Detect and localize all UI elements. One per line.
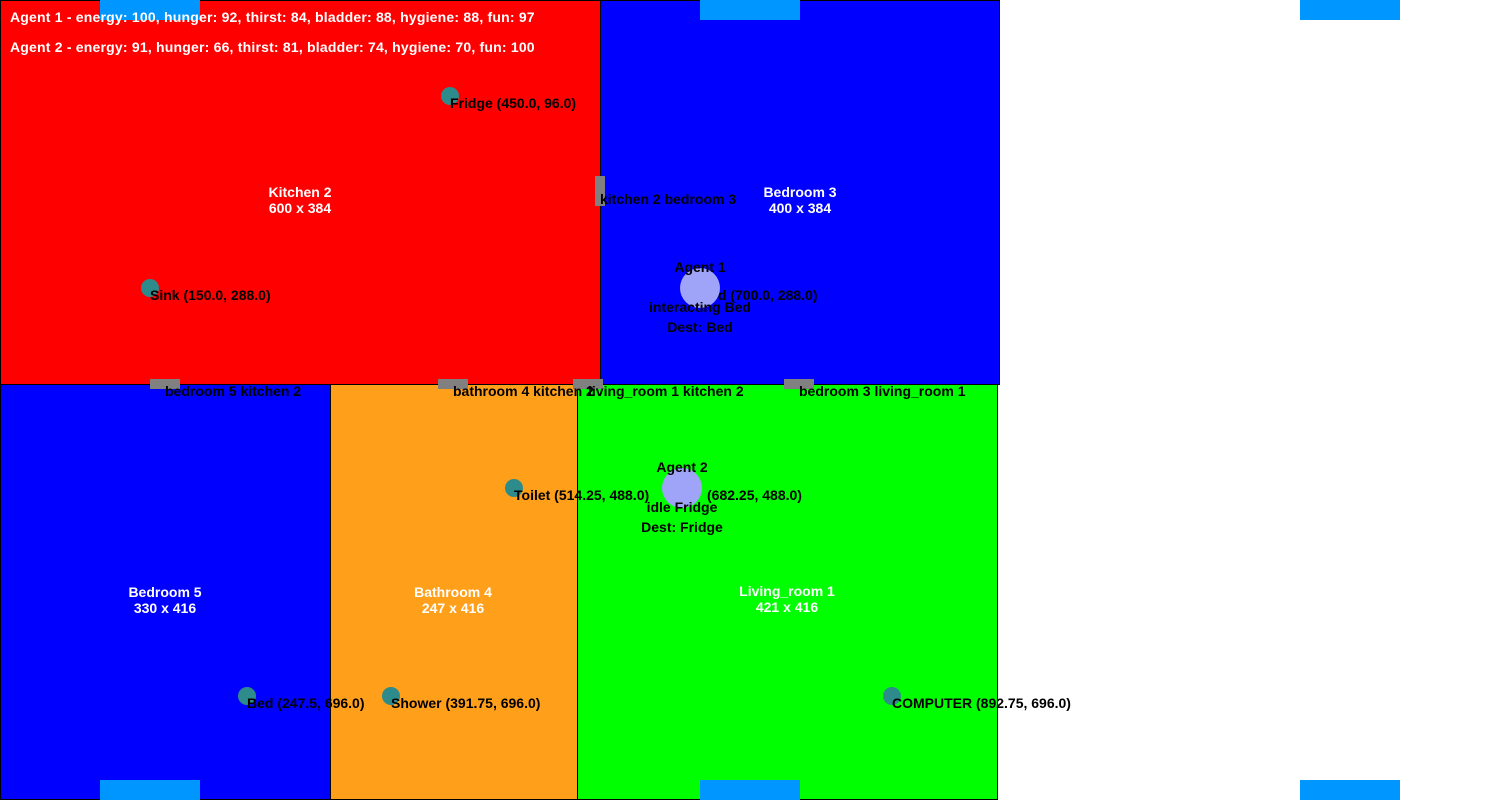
room-label-bathroom-4: Bathroom 4 247 x 416: [414, 584, 492, 616]
room-size: 330 x 416: [128, 600, 201, 616]
fridge-label: Fridge (450.0, 96.0): [450, 95, 576, 111]
room-name: Bedroom 3: [763, 184, 836, 200]
door-label-bedroom-3-living-room-1: bedroom 3 living_room 1: [799, 383, 965, 399]
marker-bottom-bedroom: [100, 780, 200, 800]
room-name: Bedroom 5: [128, 584, 201, 600]
door-label-bedroom-5-kitchen-2: bedroom 5 kitchen 2: [165, 383, 301, 399]
agent-1-name: Agent 1: [674, 259, 725, 275]
marker-bottom-right: [1300, 780, 1400, 800]
shower-label: Shower (391.75, 696.0): [391, 695, 540, 711]
marker-top-right: [1300, 0, 1400, 20]
door-label-living-room-1-kitchen-2: living_room 1 kitchen 2: [588, 383, 744, 399]
room-size: 421 x 416: [739, 599, 835, 615]
room-label-living-room-1: Living_room 1 421 x 416: [739, 583, 835, 615]
room-label-bedroom-5: Bedroom 5 330 x 416: [128, 584, 201, 616]
room-label-kitchen-2: Kitchen 2 600 x 384: [268, 184, 331, 216]
room-label-bedroom-3: Bedroom 3 400 x 384: [763, 184, 836, 216]
living-room-object-label: (682.25, 488.0): [707, 487, 802, 503]
agent-2-name: Agent 2: [656, 459, 707, 475]
agent-2-state: idle Fridge: [647, 499, 718, 515]
room-size: 600 x 384: [268, 200, 331, 216]
agent-1-status: Agent 1 - energy: 100, hunger: 92, thirs…: [10, 9, 535, 25]
toilet-label: Toilet (514.25, 488.0): [514, 487, 649, 503]
door-label-kitchen-2-bedroom-3: kitchen 2 bedroom 3: [600, 191, 736, 207]
room-name: Kitchen 2: [268, 184, 331, 200]
door-label-bathroom-4-kitchen-2: bathroom 4 kitchen 2: [453, 383, 594, 399]
bed-label-bedroom-5: Bed (247.5, 696.0): [247, 695, 365, 711]
agent-1-destination: Dest: Bed: [667, 319, 732, 335]
room-name: Living_room 1: [739, 583, 835, 599]
agent-2-destination: Dest: Fridge: [641, 519, 723, 535]
marker-top-bedroom: [700, 0, 800, 20]
room-size: 400 x 384: [763, 200, 836, 216]
marker-bottom-living: [700, 780, 800, 800]
agent-2-status: Agent 2 - energy: 91, hunger: 66, thirst…: [10, 39, 535, 55]
agent-1-state: interacting Bed: [649, 299, 751, 315]
sink-label: Sink (150.0, 288.0): [150, 287, 271, 303]
room-size: 247 x 416: [414, 600, 492, 616]
room-name: Bathroom 4: [414, 584, 492, 600]
computer-label: COMPUTER (892.75, 696.0): [892, 695, 1071, 711]
